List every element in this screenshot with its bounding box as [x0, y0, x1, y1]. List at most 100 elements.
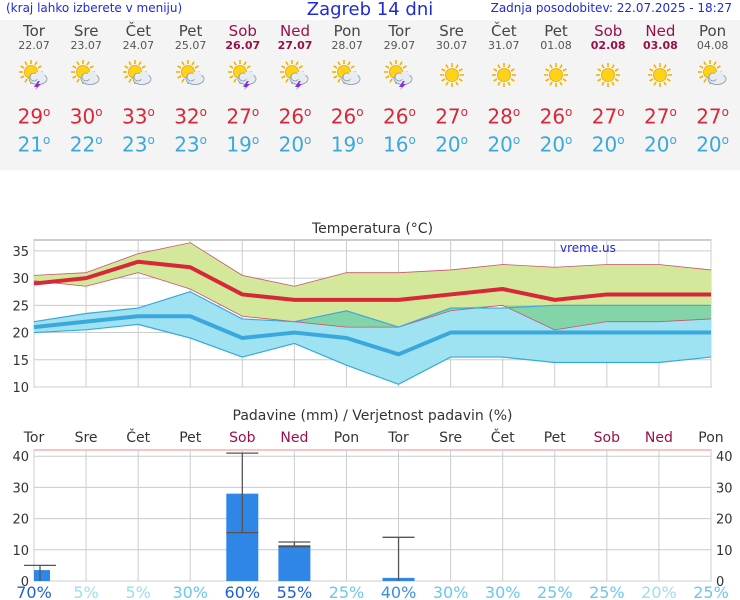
y-tick-label-left: 0 [21, 575, 29, 590]
day-date: 26.07 [225, 39, 261, 52]
min-band-upper-edge [33, 291, 711, 328]
x-tick-label: Pet [544, 430, 567, 446]
max-temp: 26o [382, 104, 416, 129]
overlap-band [34, 272, 711, 330]
rain-probability-label: 55% [277, 583, 313, 600]
y-tick-label: 30 [12, 272, 29, 287]
x-tick-label: Sre [439, 430, 462, 446]
sun-cloud-icon [332, 60, 362, 90]
y-tick-label: 15 [12, 354, 29, 369]
max-temp: 27o [696, 104, 729, 129]
day-name: Pon [698, 22, 727, 40]
min-temp: 20o [591, 132, 625, 157]
sun-cloud-thunder-icon [227, 60, 258, 90]
last-updated: Zadnja posodobitev: 22.07.2025 - 18:27 [490, 1, 732, 15]
y-tick-label: 20 [12, 327, 29, 342]
day-date: 25.07 [174, 39, 207, 52]
x-tick-label: Ned [280, 430, 308, 446]
day-date: 24.07 [122, 39, 155, 52]
precipitation-chart: Padavine (mm) / Verjetnost padavin (%) To… [12, 408, 733, 600]
max-temp: 29o [17, 104, 51, 129]
day-name: Čet [491, 22, 517, 40]
min-temp: 20o [435, 132, 468, 157]
page-title: Zagreb 14 dni [306, 0, 434, 20]
day-date: 01.08 [540, 39, 572, 52]
day-column: Pet 25.07 32o 23o [165, 22, 217, 157]
max-temp: 30o [69, 104, 103, 129]
day-name: Pet [544, 22, 568, 40]
sun-cloud-icon [123, 60, 153, 90]
precip-bar [278, 545, 311, 581]
max-temp: 27o [643, 104, 677, 129]
max-temp-line [33, 259, 711, 302]
y-tick-label-left: 40 [12, 450, 29, 465]
x-tick-label: Sob [229, 430, 255, 446]
min-temp: 16o [382, 132, 416, 157]
day-column: Pon 04.08 27o 20o [687, 22, 739, 157]
day-column: Čet 24.07 33o 23o [112, 22, 164, 157]
y-tick-label: 10 [12, 381, 29, 395]
watermark: vreme.us [560, 241, 616, 255]
daily-forecast-strip [0, 20, 740, 170]
precip-chart-title: Padavine (mm) / Verjetnost padavin (%) [233, 408, 513, 424]
rain-probability-label: 30% [172, 583, 208, 600]
min-temp: 20o [643, 132, 677, 157]
day-column: Ned 27.07 26o 20o [269, 22, 321, 157]
x-tick-label: Tor [387, 430, 409, 446]
day-name: Sre [73, 22, 99, 40]
min-temp: 19o [330, 132, 364, 157]
rain-probability-label: 20% [641, 583, 677, 600]
menu-hint: (kraj lahko izberete v meniju) [6, 1, 183, 15]
max-temp: 26o [330, 104, 364, 129]
x-tick-label: Sob [594, 430, 620, 446]
rain-probability-label: 25% [693, 583, 729, 600]
min-temp: 23o [121, 132, 155, 157]
rain-probability-label: 5% [73, 583, 98, 600]
sun-cloud-icon [697, 60, 728, 90]
min-temp: 22o [69, 132, 103, 157]
day-name: Tor [388, 22, 411, 40]
x-tick-label: Sre [75, 430, 98, 446]
day-name: Ned [280, 22, 310, 40]
min-temp: 20o [278, 132, 312, 157]
day-name: Sre [439, 22, 464, 40]
min-temp: 20o [539, 132, 573, 157]
day-date: 31.07 [488, 39, 520, 52]
day-date: 04.08 [696, 39, 729, 52]
rain-probability-label: 25% [329, 583, 365, 600]
day-date: 23.07 [70, 39, 102, 52]
y-tick-label: 25 [12, 299, 29, 314]
sun-cloud-thunder-icon [280, 60, 310, 90]
day-column: Tor 29.07 26o 16o [373, 22, 425, 157]
temp-chart-title: Temperatura (°C) [311, 221, 433, 237]
x-tick-label: Ned [645, 430, 673, 446]
day-name: Pet [178, 22, 203, 40]
y-tick-label: 35 [12, 245, 29, 260]
rain-probability-label: 60% [225, 583, 261, 600]
min-temp-line [33, 314, 711, 357]
temperature-chart: 10 15 20 25 30 35 Temperatura (°C) vreme.us [12, 221, 712, 395]
x-tick-label: Pon [334, 430, 359, 446]
y-tick-label-left: 20 [12, 513, 29, 528]
max-temp: 27o [591, 104, 625, 129]
max-band-lower-edge [33, 272, 712, 331]
day-date: 28.07 [331, 39, 363, 52]
day-column: Tor 22.07 29o 21o [8, 22, 60, 157]
x-tick-label: Pon [698, 430, 723, 446]
rain-probability-label: 40% [381, 583, 417, 600]
day-name: Sob [228, 22, 257, 40]
rain-probability-label: 30% [433, 583, 469, 600]
max-temp: 27o [226, 104, 260, 129]
max-band-upper-edge [33, 242, 712, 287]
max-temp: 26o [539, 104, 573, 129]
max-temp: 27o [435, 104, 468, 129]
y-tick-label-right: 10 [716, 544, 733, 559]
y-tick-label-right: 40 [716, 450, 733, 465]
day-column: Čet 31.07 28o 20o [478, 22, 530, 157]
min-temp: 21o [17, 132, 51, 157]
sun-icon [541, 60, 571, 90]
sun-cloud-thunder-icon [19, 60, 49, 90]
sun-cloud-thunder-icon [384, 60, 414, 90]
day-date: 02.08 [590, 39, 626, 52]
plot-area [33, 449, 712, 582]
